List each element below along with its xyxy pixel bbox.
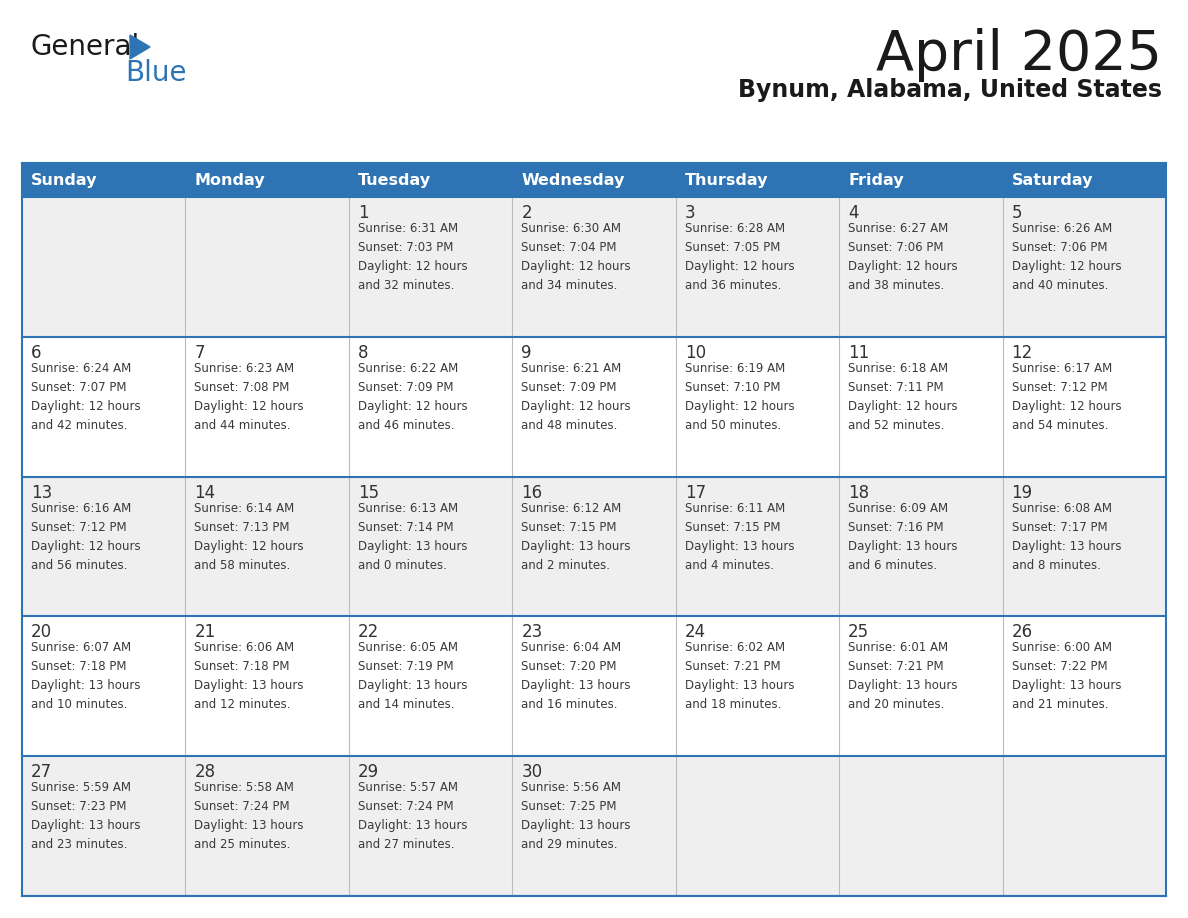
Text: 7: 7 (195, 344, 204, 362)
Text: Sunrise: 6:02 AM
Sunset: 7:21 PM
Daylight: 13 hours
and 18 minutes.: Sunrise: 6:02 AM Sunset: 7:21 PM Dayligh… (684, 642, 795, 711)
Text: Sunrise: 6:09 AM
Sunset: 7:16 PM
Daylight: 13 hours
and 6 minutes.: Sunrise: 6:09 AM Sunset: 7:16 PM Dayligh… (848, 501, 958, 572)
Text: Sunrise: 6:17 AM
Sunset: 7:12 PM
Daylight: 12 hours
and 54 minutes.: Sunrise: 6:17 AM Sunset: 7:12 PM Dayligh… (1011, 362, 1121, 431)
Text: 19: 19 (1011, 484, 1032, 501)
Text: Saturday: Saturday (1011, 173, 1093, 187)
Text: Sunrise: 6:01 AM
Sunset: 7:21 PM
Daylight: 13 hours
and 20 minutes.: Sunrise: 6:01 AM Sunset: 7:21 PM Dayligh… (848, 642, 958, 711)
Text: Sunrise: 6:08 AM
Sunset: 7:17 PM
Daylight: 13 hours
and 8 minutes.: Sunrise: 6:08 AM Sunset: 7:17 PM Dayligh… (1011, 501, 1121, 572)
Text: 27: 27 (31, 763, 52, 781)
Text: Monday: Monday (195, 173, 265, 187)
Text: Sunrise: 6:07 AM
Sunset: 7:18 PM
Daylight: 13 hours
and 10 minutes.: Sunrise: 6:07 AM Sunset: 7:18 PM Dayligh… (31, 642, 140, 711)
Text: Sunrise: 6:04 AM
Sunset: 7:20 PM
Daylight: 13 hours
and 16 minutes.: Sunrise: 6:04 AM Sunset: 7:20 PM Dayligh… (522, 642, 631, 711)
Text: Sunrise: 6:26 AM
Sunset: 7:06 PM
Daylight: 12 hours
and 40 minutes.: Sunrise: 6:26 AM Sunset: 7:06 PM Dayligh… (1011, 222, 1121, 292)
Text: Sunrise: 6:12 AM
Sunset: 7:15 PM
Daylight: 13 hours
and 2 minutes.: Sunrise: 6:12 AM Sunset: 7:15 PM Dayligh… (522, 501, 631, 572)
Text: Blue: Blue (125, 59, 187, 87)
Text: Sunrise: 6:05 AM
Sunset: 7:19 PM
Daylight: 13 hours
and 14 minutes.: Sunrise: 6:05 AM Sunset: 7:19 PM Dayligh… (358, 642, 467, 711)
Text: Sunrise: 6:24 AM
Sunset: 7:07 PM
Daylight: 12 hours
and 42 minutes.: Sunrise: 6:24 AM Sunset: 7:07 PM Dayligh… (31, 362, 140, 431)
Text: Sunrise: 6:19 AM
Sunset: 7:10 PM
Daylight: 12 hours
and 50 minutes.: Sunrise: 6:19 AM Sunset: 7:10 PM Dayligh… (684, 362, 795, 431)
Text: 4: 4 (848, 204, 859, 222)
Polygon shape (129, 35, 150, 59)
Text: 13: 13 (31, 484, 52, 501)
Text: Thursday: Thursday (684, 173, 769, 187)
Text: 24: 24 (684, 623, 706, 642)
Text: Sunrise: 6:28 AM
Sunset: 7:05 PM
Daylight: 12 hours
and 36 minutes.: Sunrise: 6:28 AM Sunset: 7:05 PM Dayligh… (684, 222, 795, 292)
Text: Sunrise: 6:23 AM
Sunset: 7:08 PM
Daylight: 12 hours
and 44 minutes.: Sunrise: 6:23 AM Sunset: 7:08 PM Dayligh… (195, 362, 304, 431)
Text: 28: 28 (195, 763, 215, 781)
Text: Sunrise: 6:06 AM
Sunset: 7:18 PM
Daylight: 13 hours
and 12 minutes.: Sunrise: 6:06 AM Sunset: 7:18 PM Dayligh… (195, 642, 304, 711)
Text: Sunrise: 5:58 AM
Sunset: 7:24 PM
Daylight: 13 hours
and 25 minutes.: Sunrise: 5:58 AM Sunset: 7:24 PM Dayligh… (195, 781, 304, 851)
Text: 21: 21 (195, 623, 216, 642)
Text: Sunday: Sunday (31, 173, 97, 187)
Text: Sunrise: 6:31 AM
Sunset: 7:03 PM
Daylight: 12 hours
and 32 minutes.: Sunrise: 6:31 AM Sunset: 7:03 PM Dayligh… (358, 222, 468, 292)
Text: April 2025: April 2025 (876, 28, 1162, 82)
Text: Sunrise: 6:00 AM
Sunset: 7:22 PM
Daylight: 13 hours
and 21 minutes.: Sunrise: 6:00 AM Sunset: 7:22 PM Dayligh… (1011, 642, 1121, 711)
Text: Sunrise: 5:59 AM
Sunset: 7:23 PM
Daylight: 13 hours
and 23 minutes.: Sunrise: 5:59 AM Sunset: 7:23 PM Dayligh… (31, 781, 140, 851)
Text: 10: 10 (684, 344, 706, 362)
Text: Sunrise: 6:14 AM
Sunset: 7:13 PM
Daylight: 12 hours
and 58 minutes.: Sunrise: 6:14 AM Sunset: 7:13 PM Dayligh… (195, 501, 304, 572)
Text: Sunrise: 6:21 AM
Sunset: 7:09 PM
Daylight: 12 hours
and 48 minutes.: Sunrise: 6:21 AM Sunset: 7:09 PM Dayligh… (522, 362, 631, 431)
Text: 12: 12 (1011, 344, 1032, 362)
Text: Sunrise: 6:18 AM
Sunset: 7:11 PM
Daylight: 12 hours
and 52 minutes.: Sunrise: 6:18 AM Sunset: 7:11 PM Dayligh… (848, 362, 958, 431)
Text: 9: 9 (522, 344, 532, 362)
Text: Friday: Friday (848, 173, 904, 187)
Text: 17: 17 (684, 484, 706, 501)
Text: 3: 3 (684, 204, 695, 222)
Text: General: General (30, 33, 139, 61)
Text: Sunrise: 6:11 AM
Sunset: 7:15 PM
Daylight: 13 hours
and 4 minutes.: Sunrise: 6:11 AM Sunset: 7:15 PM Dayligh… (684, 501, 795, 572)
Text: 14: 14 (195, 484, 215, 501)
Text: Sunrise: 6:13 AM
Sunset: 7:14 PM
Daylight: 13 hours
and 0 minutes.: Sunrise: 6:13 AM Sunset: 7:14 PM Dayligh… (358, 501, 467, 572)
Text: 2: 2 (522, 204, 532, 222)
Text: 23: 23 (522, 623, 543, 642)
Text: 15: 15 (358, 484, 379, 501)
Text: Sunrise: 5:56 AM
Sunset: 7:25 PM
Daylight: 13 hours
and 29 minutes.: Sunrise: 5:56 AM Sunset: 7:25 PM Dayligh… (522, 781, 631, 851)
Text: 30: 30 (522, 763, 543, 781)
Text: 29: 29 (358, 763, 379, 781)
Bar (23, 337, 1165, 476)
Text: 6: 6 (31, 344, 42, 362)
Text: 18: 18 (848, 484, 870, 501)
Text: 26: 26 (1011, 623, 1032, 642)
Text: Sunrise: 6:22 AM
Sunset: 7:09 PM
Daylight: 12 hours
and 46 minutes.: Sunrise: 6:22 AM Sunset: 7:09 PM Dayligh… (358, 362, 468, 431)
Text: Bynum, Alabama, United States: Bynum, Alabama, United States (738, 78, 1162, 102)
Text: 8: 8 (358, 344, 368, 362)
Text: 1: 1 (358, 204, 368, 222)
Text: 16: 16 (522, 484, 543, 501)
Bar (23, 756, 1165, 896)
Text: 22: 22 (358, 623, 379, 642)
Text: Sunrise: 6:27 AM
Sunset: 7:06 PM
Daylight: 12 hours
and 38 minutes.: Sunrise: 6:27 AM Sunset: 7:06 PM Dayligh… (848, 222, 958, 292)
Bar (23, 197, 1165, 337)
Text: Sunrise: 6:16 AM
Sunset: 7:12 PM
Daylight: 12 hours
and 56 minutes.: Sunrise: 6:16 AM Sunset: 7:12 PM Dayligh… (31, 501, 140, 572)
Text: 11: 11 (848, 344, 870, 362)
Text: 25: 25 (848, 623, 870, 642)
Text: Sunrise: 6:30 AM
Sunset: 7:04 PM
Daylight: 12 hours
and 34 minutes.: Sunrise: 6:30 AM Sunset: 7:04 PM Dayligh… (522, 222, 631, 292)
Text: Sunrise: 5:57 AM
Sunset: 7:24 PM
Daylight: 13 hours
and 27 minutes.: Sunrise: 5:57 AM Sunset: 7:24 PM Dayligh… (358, 781, 467, 851)
Text: 5: 5 (1011, 204, 1022, 222)
Text: 20: 20 (31, 623, 52, 642)
Bar (23, 163, 1165, 197)
Bar (23, 616, 1165, 756)
Bar (23, 476, 1165, 616)
Text: Wednesday: Wednesday (522, 173, 625, 187)
Text: Tuesday: Tuesday (358, 173, 431, 187)
